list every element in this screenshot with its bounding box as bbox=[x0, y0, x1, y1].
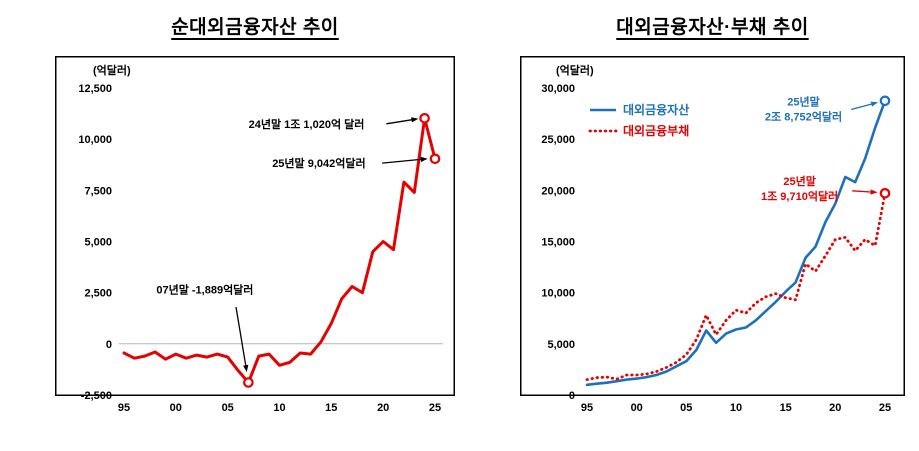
svg-text:10,000: 10,000 bbox=[541, 288, 575, 300]
annotation-arrow-line bbox=[851, 103, 872, 111]
svg-text:5,000: 5,000 bbox=[84, 237, 112, 249]
series-line-external-liabilities bbox=[585, 191, 887, 381]
svg-text:2,500: 2,500 bbox=[84, 288, 112, 300]
svg-text:95: 95 bbox=[118, 402, 130, 414]
svg-text:12,500: 12,500 bbox=[78, 83, 112, 95]
annotation: 24년말 1조 1,020억 달러 bbox=[249, 117, 419, 131]
annotation-arrow-head bbox=[870, 189, 878, 195]
annotation-arrow-line bbox=[386, 119, 412, 125]
data-point-marker bbox=[879, 95, 891, 107]
svg-text:25,000: 25,000 bbox=[541, 134, 575, 146]
svg-text:25년말 9,042억달러: 25년말 9,042억달러 bbox=[272, 156, 365, 170]
axis-unit-label: (억달러) bbox=[93, 63, 131, 77]
svg-text:15,000: 15,000 bbox=[541, 237, 575, 249]
chart-frame bbox=[520, 56, 905, 396]
svg-text:07년말 -1,889억달러: 07년말 -1,889억달러 bbox=[156, 283, 253, 297]
left-chart-panel: (억달러) -2,500 0 2,500 5,000 7,500 10,000 12,500 9… bbox=[55, 56, 455, 423]
y-axis-labels: -2,500 0 2,500 5,000 7,500 10,000 12,500 bbox=[78, 83, 112, 402]
series-line-net-external-assets bbox=[122, 116, 437, 384]
right-chart-panel: (억달러) 0 5,000 10,000 15,000 20,000 25,000 30,00… bbox=[520, 56, 905, 423]
svg-text:2조 8,752억달러: 2조 8,752억달러 bbox=[765, 109, 842, 123]
annotation: 25년말 9,042억달러 bbox=[272, 156, 428, 170]
svg-text:05: 05 bbox=[222, 402, 234, 414]
svg-text:20,000: 20,000 bbox=[541, 185, 575, 197]
data-point-marker bbox=[419, 112, 430, 124]
x-axis-labels: 95 00 05 10 15 20 25 bbox=[581, 402, 891, 414]
svg-text:0: 0 bbox=[106, 339, 112, 351]
legend-label-external-assets: 대외금융자산 bbox=[623, 102, 689, 117]
left-chart-title-row: 순대외금융자산 추이 bbox=[55, 12, 455, 39]
x-axis-labels: 95 00 05 10 15 20 25 bbox=[118, 402, 441, 414]
svg-text:10: 10 bbox=[273, 402, 285, 414]
svg-text:95: 95 bbox=[581, 402, 593, 414]
right-chart-title-row: 대외금융자산·부채 추이 bbox=[520, 12, 905, 39]
svg-text:00: 00 bbox=[631, 402, 643, 414]
series-line-external-assets bbox=[585, 99, 887, 387]
svg-text:25: 25 bbox=[879, 402, 891, 414]
svg-text:15: 15 bbox=[780, 402, 792, 414]
svg-text:10: 10 bbox=[730, 402, 742, 414]
svg-text:25년말: 25년말 bbox=[787, 94, 819, 108]
svg-text:24년말 1조 1,020억 달러: 24년말 1조 1,020억 달러 bbox=[249, 117, 365, 131]
svg-text:15: 15 bbox=[325, 402, 337, 414]
svg-text:20: 20 bbox=[377, 402, 389, 414]
annotation-arrow-head bbox=[870, 101, 878, 107]
axis-unit-label: (억달러) bbox=[556, 63, 594, 77]
data-point-marker bbox=[429, 153, 441, 165]
svg-text:0: 0 bbox=[569, 390, 575, 402]
svg-text:5,000: 5,000 bbox=[547, 339, 575, 351]
annotation-arrow-line bbox=[382, 158, 421, 164]
svg-text:-2,500: -2,500 bbox=[81, 390, 112, 402]
annotation-arrow-head bbox=[411, 117, 419, 123]
annotation: 07년말 -1,889억달러 bbox=[156, 283, 253, 373]
svg-text:1조 9,710억달러: 1조 9,710억달러 bbox=[761, 189, 838, 203]
right-chart-title: 대외금융자산·부채 추이 bbox=[616, 17, 809, 38]
annotation-arrow-line bbox=[852, 190, 871, 193]
svg-text:25년말: 25년말 bbox=[783, 174, 815, 188]
svg-text:7,500: 7,500 bbox=[84, 185, 112, 197]
svg-text:00: 00 bbox=[170, 402, 182, 414]
chart-frame bbox=[55, 56, 455, 396]
left-chart-canvas: (억달러) -2,500 0 2,500 5,000 7,500 10,000 12,500 9… bbox=[55, 56, 455, 414]
data-point-marker bbox=[879, 188, 891, 199]
svg-text:30,000: 30,000 bbox=[541, 83, 575, 95]
legend-label-external-liabilities: 대외금융부채 bbox=[623, 123, 689, 138]
svg-text:20: 20 bbox=[829, 402, 841, 414]
left-chart-title: 순대외금융자산 추이 bbox=[171, 17, 339, 38]
annotation-arrow-head bbox=[243, 364, 249, 373]
data-point-marker bbox=[243, 377, 254, 388]
y-axis-labels: 0 5,000 10,000 15,000 20,000 25,000 30,000 bbox=[541, 83, 575, 402]
svg-text:05: 05 bbox=[680, 402, 692, 414]
svg-text:10,000: 10,000 bbox=[78, 134, 112, 146]
svg-text:25: 25 bbox=[429, 402, 441, 414]
right-chart-canvas: (억달러) 0 5,000 10,000 15,000 20,000 25,000 30,00… bbox=[520, 56, 905, 414]
annotation-arrow-line bbox=[235, 306, 247, 366]
annotation-arrow-head bbox=[420, 156, 428, 162]
